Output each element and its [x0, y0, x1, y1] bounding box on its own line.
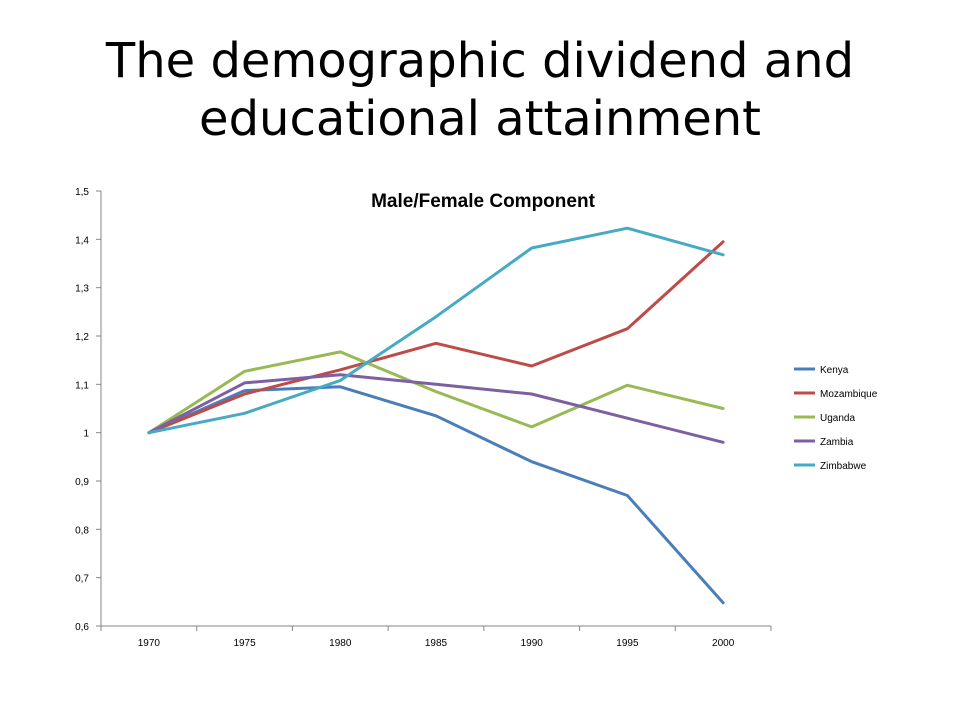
y-tick-label: 1	[83, 429, 89, 440]
y-tick-label: 0,7	[75, 574, 89, 585]
chart-series-lines	[147, 226, 725, 605]
x-tick-label: 2000	[712, 638, 735, 649]
x-tick-label: 1990	[521, 638, 544, 649]
series-line-uganda	[147, 350, 725, 435]
chart-legend: Kenya Mozambique Uganda Zambia Zimbabwe	[794, 365, 878, 472]
y-tick-label: 1,4	[75, 235, 89, 246]
series-line-zimbabwe	[147, 226, 725, 435]
y-tick-label: 1,5	[75, 187, 89, 198]
x-tick-label: 1975	[233, 638, 256, 649]
y-tick-label: 1,1	[75, 380, 89, 391]
x-tick-label: 1970	[138, 638, 161, 649]
legend-label-zambia: Zambia	[820, 437, 854, 448]
x-tick-label: 1980	[329, 638, 352, 649]
y-tick-label: 0,6	[75, 622, 89, 633]
y-tick-label: 0,9	[75, 477, 89, 488]
legend-label-mozambique: Mozambique	[820, 389, 878, 400]
legend-label-kenya: Kenya	[820, 365, 849, 376]
chart-title: Male/Female Component	[371, 191, 595, 212]
legend-label-zimbabwe: Zimbabwe	[820, 461, 867, 472]
legend-label-uganda: Uganda	[820, 413, 855, 424]
series-line-zambia	[147, 373, 725, 444]
series-line-mozambique	[147, 240, 725, 435]
y-tick-label: 0,8	[75, 525, 89, 536]
chart-axes: 0,6 0,7 0,8 0,9 1 1,1 1,2 1,3 1,4 1,5 1970 1975 1980…	[75, 187, 772, 649]
x-tick-label: 1995	[616, 638, 639, 649]
y-tick-label: 1,3	[75, 284, 89, 295]
series-line-kenya	[147, 385, 725, 605]
y-tick-label: 1,2	[75, 332, 89, 343]
slide-title: The demographic dividend and educational…	[105, 33, 855, 147]
x-tick-label: 1985	[425, 638, 448, 649]
